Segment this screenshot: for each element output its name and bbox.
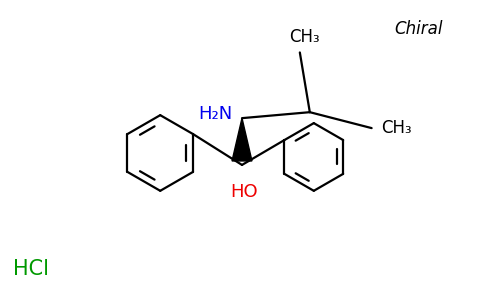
Text: CH₃: CH₃ [289,28,320,46]
Text: HCl: HCl [13,260,49,279]
Text: Chiral: Chiral [394,20,443,38]
Text: HO: HO [230,183,258,201]
Polygon shape [232,118,252,161]
Text: H₂N: H₂N [198,105,232,123]
Text: CH₃: CH₃ [381,119,412,137]
